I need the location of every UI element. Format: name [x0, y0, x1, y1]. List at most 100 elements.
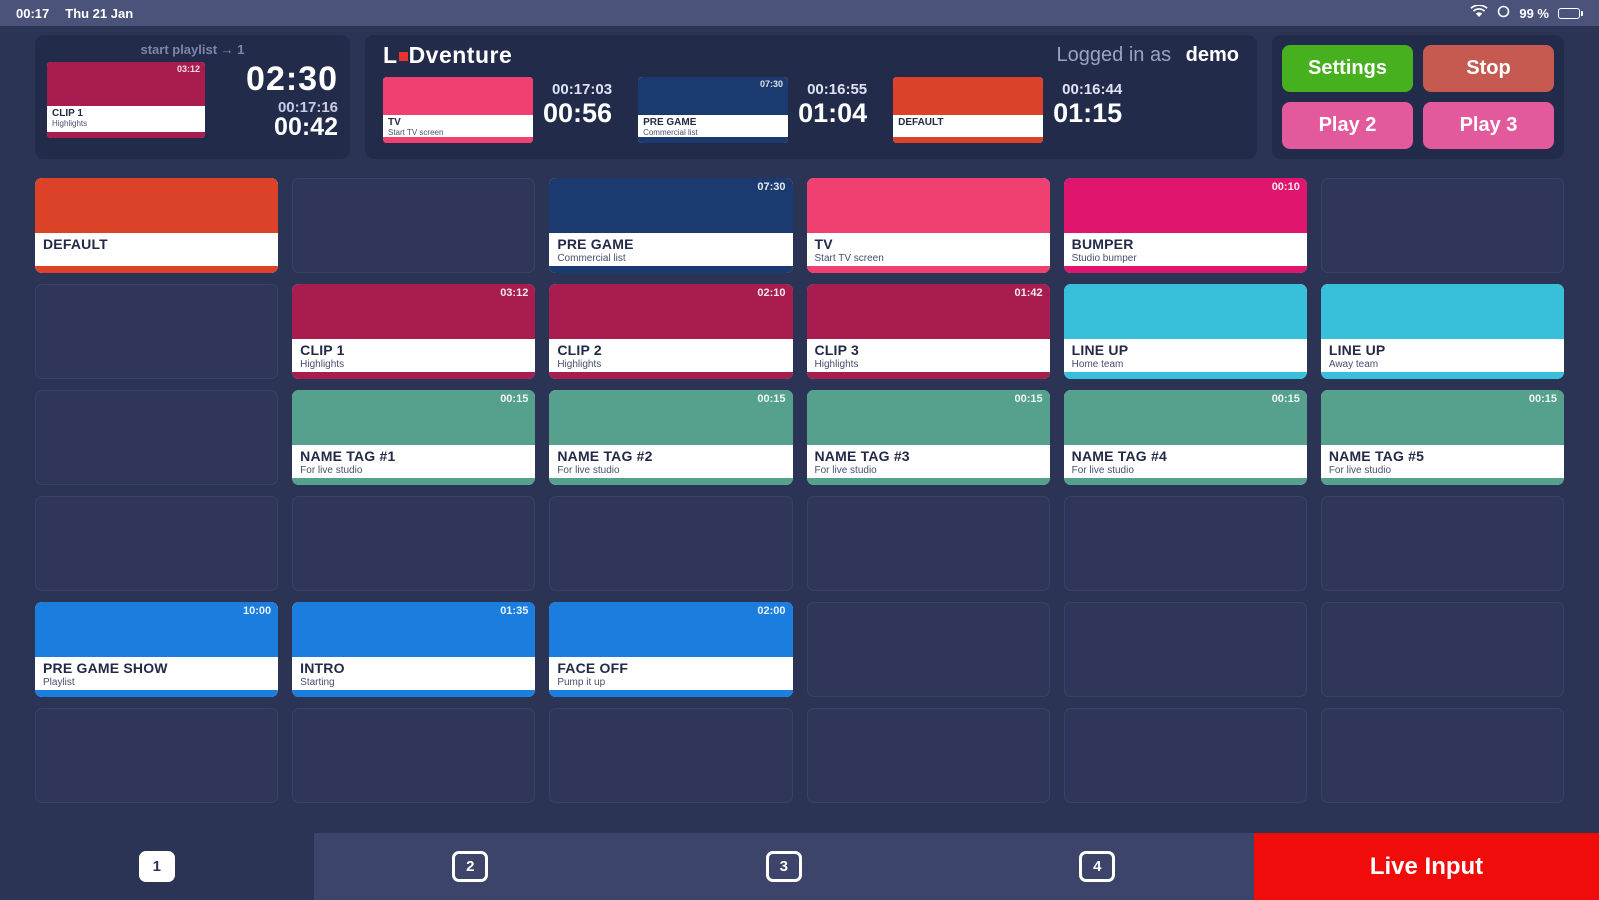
empty-slot[interactable] [1320, 496, 1564, 591]
clip-title: PRE GAME SHOW [43, 660, 168, 676]
tab-page-2[interactable]: 2 [314, 833, 628, 900]
clip-card[interactable]: 07:30 PRE GAME Commercial list [549, 178, 793, 273]
tab-page-1[interactable]: 1 [0, 833, 314, 900]
clip-color-stripe [806, 372, 1050, 379]
clip-duration-badge: 00:15 [500, 393, 529, 405]
clip-card-color: 02:10 [549, 284, 793, 339]
clip-card[interactable]: 00:10 BUMPER Studio bumper [1063, 178, 1307, 273]
clip-color-stripe [1063, 372, 1307, 379]
clip-card-color: 00:15 [1320, 390, 1564, 445]
playlist-row: 03:12 CLIP 1 Highlights 02:30 00:17:16 00:… [47, 62, 338, 140]
clip-card-color: 00:15 [292, 390, 536, 445]
clip-card-color: 01:35 [292, 602, 536, 657]
clip-card[interactable]: 00:15 NAME TAG #3 For live studio [806, 390, 1050, 485]
clip-card[interactable]: 02:00 FACE OFF Pump it up [549, 602, 793, 697]
clip-subtitle: Start TV screen [814, 253, 884, 264]
clip-card[interactable]: 01:35 INTRO Starting [292, 602, 536, 697]
brand-logo-dot-icon [398, 52, 408, 61]
monitor-thumb: TV Start TV screen [383, 77, 533, 143]
main-panel-top: L Dventure Logged in as demo [383, 42, 1239, 69]
clip-card-info: NAME TAG #5 For live studio [1320, 445, 1564, 478]
clip-duration-badge: 07:30 [757, 181, 786, 193]
clip-card-info: TV Start TV screen [806, 233, 1050, 266]
login-label: Logged in as [1056, 44, 1172, 66]
clip-duration-badge: 00:15 [757, 393, 786, 405]
play-3-button[interactable]: Play 3 [1423, 102, 1554, 149]
clip-card-info: PRE GAME SHOW Playlist [35, 657, 279, 690]
clip-title: CLIP 1 [300, 342, 345, 358]
clip-card[interactable]: 00:15 NAME TAG #5 For live studio [1320, 390, 1564, 485]
clip-color-stripe [549, 372, 793, 379]
clip-card-info: CLIP 2 Highlights [549, 339, 793, 372]
clip-card[interactable]: 00:15 NAME TAG #4 For live studio [1063, 390, 1307, 485]
clip-subtitle: For live studio [1328, 465, 1392, 476]
clip-card[interactable]: 00:15 NAME TAG #1 For live studio [292, 390, 536, 485]
empty-slot[interactable] [292, 708, 536, 803]
clip-card-info: NAME TAG #2 For live studio [549, 445, 793, 478]
clip-card-color [1063, 284, 1307, 339]
clip-color-stripe [1063, 266, 1307, 273]
monitor-times: 00:16:55 01:04 [798, 77, 867, 143]
clip-color-stripe [292, 690, 536, 697]
clip-subtitle: Starting [300, 677, 335, 688]
clip-card[interactable]: TV Start TV screen [806, 178, 1050, 273]
clip-duration-badge: 00:10 [1271, 181, 1300, 193]
monitor-countdown: 00:56 [543, 97, 613, 128]
clip-card[interactable]: 00:15 NAME TAG #2 For live studio [549, 390, 793, 485]
clip-title: FACE OFF [557, 660, 629, 676]
monitor-thumb: 07:30 PRE GAME Commercial list [638, 77, 789, 143]
playlist-elapsed: 00:42 [274, 112, 338, 141]
brand-logo-right: Dventure [408, 42, 513, 68]
empty-slot[interactable] [35, 496, 279, 591]
clip-duration-badge: 00:15 [1271, 393, 1300, 405]
battery-percent: 99 % [1519, 5, 1549, 21]
empty-slot[interactable] [1320, 708, 1564, 803]
clip-card[interactable]: 03:12 CLIP 1 Highlights [292, 284, 536, 379]
empty-slot[interactable] [1063, 496, 1307, 591]
clip-subtitle: Home team [1071, 359, 1124, 370]
empty-slot[interactable] [1320, 602, 1564, 697]
clip-card[interactable]: DEFAULT [35, 178, 279, 273]
monitor-times: 00:16:44 01:15 [1053, 77, 1122, 143]
clip-thumb-info: CLIP 1 Highlights [47, 106, 205, 132]
wifi-icon [1470, 4, 1489, 21]
clip-title: PRE GAME [557, 236, 634, 252]
clip-subtitle: Highlights [814, 359, 859, 370]
tab-page-3[interactable]: 3 [627, 833, 941, 900]
page-icon: 1 [138, 851, 175, 882]
clip-card[interactable]: 01:42 CLIP 3 Highlights [806, 284, 1050, 379]
playlist-label: start playlist → 1 [140, 42, 245, 57]
clip-card-color: 00:15 [806, 390, 1050, 445]
clip-card[interactable]: LINE UP Away team [1320, 284, 1564, 379]
empty-slot[interactable] [549, 708, 793, 803]
empty-slot[interactable] [292, 496, 536, 591]
clip-thumb-color: 03:12 [47, 62, 205, 106]
clip-duration-badge: 02:10 [757, 287, 786, 299]
playlist-thumb-slot: 03:12 CLIP 1 Highlights [47, 62, 205, 140]
empty-slot[interactable] [292, 178, 536, 273]
empty-slot[interactable] [806, 708, 1050, 803]
empty-slot[interactable] [35, 390, 279, 485]
empty-slot[interactable] [1320, 178, 1564, 273]
empty-slot[interactable] [806, 496, 1050, 591]
empty-slot[interactable] [806, 602, 1050, 697]
play-2-button[interactable]: Play 2 [1282, 102, 1413, 149]
clip-card[interactable]: LINE UP Home team [1063, 284, 1307, 379]
clip-card[interactable]: 02:10 CLIP 2 Highlights [549, 284, 793, 379]
empty-slot[interactable] [549, 496, 793, 591]
empty-slot[interactable] [35, 708, 279, 803]
empty-slot[interactable] [1063, 708, 1307, 803]
monitor-1: TV Start TV screen 00:17:03 00:56 [383, 77, 612, 143]
empty-slot[interactable] [35, 284, 279, 379]
clip-title: PRE GAME [643, 117, 697, 128]
app-surface: start playlist → 1 03:12 CLIP 1 Highlights… [0, 26, 1599, 833]
empty-slot[interactable] [1063, 602, 1307, 697]
clip-card-info: CLIP 3 Highlights [806, 339, 1050, 372]
tab-page-4[interactable]: 4 [941, 833, 1255, 900]
stop-button[interactable]: Stop [1423, 45, 1554, 92]
settings-button[interactable]: Settings [1282, 45, 1413, 92]
clip-subtitle: Commercial list [557, 253, 626, 264]
clip-card[interactable]: 10:00 PRE GAME SHOW Playlist [35, 602, 279, 697]
live-input-button[interactable]: Live Input [1254, 833, 1599, 900]
status-right: 99 % [1470, 4, 1583, 21]
